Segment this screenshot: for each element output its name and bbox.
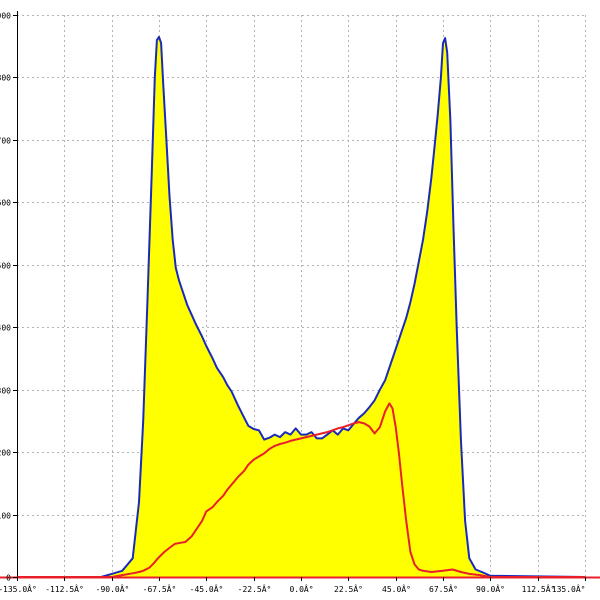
y-tick-label: 900	[0, 12, 11, 21]
y-tick-label: 500	[0, 262, 11, 271]
y-tick-label: 700	[0, 137, 11, 146]
y-tick-label: 800	[0, 74, 11, 83]
x-tick-label: 22.5Â°	[334, 583, 363, 594]
y-tick-label: 400	[0, 324, 11, 333]
x-tick-label: 135.0Â°	[552, 583, 586, 594]
series-line-1	[17, 35, 586, 578]
x-tick-label: -112.5Â°	[45, 583, 84, 594]
tick-labels: 0 100 200 300 400 500 600 700 800 900 -135.0Â° -112…	[0, 12, 586, 595]
x-tick-label: -22.5Â°	[238, 583, 272, 594]
series-line-2	[17, 402, 585, 578]
x-tick-label: -90.0Â°	[96, 583, 130, 594]
series-layer	[17, 35, 586, 578]
axes	[0, 11, 600, 581]
x-tick-label: -67.5Â°	[143, 583, 177, 594]
x-tick-label: 112.5Â°	[522, 583, 556, 594]
x-tick-label: 0.0Â°	[289, 583, 313, 594]
x-tick-label: -135.0Â°	[0, 583, 37, 594]
y-tick-label: 600	[0, 199, 11, 208]
x-tick-label: -45.0Â°	[190, 583, 224, 594]
series-area-fill	[17, 36, 585, 577]
x-tick-label: 67.5Â°	[429, 583, 458, 594]
y-tick-label: 0	[6, 574, 11, 583]
y-tick-label: 300	[0, 387, 11, 396]
y-tick-label: 200	[0, 449, 11, 458]
x-tick-label: 45.0Â°	[382, 583, 411, 594]
x-tick-label: 90.0Â°	[476, 583, 505, 594]
y-tick-label: 100	[0, 512, 11, 521]
